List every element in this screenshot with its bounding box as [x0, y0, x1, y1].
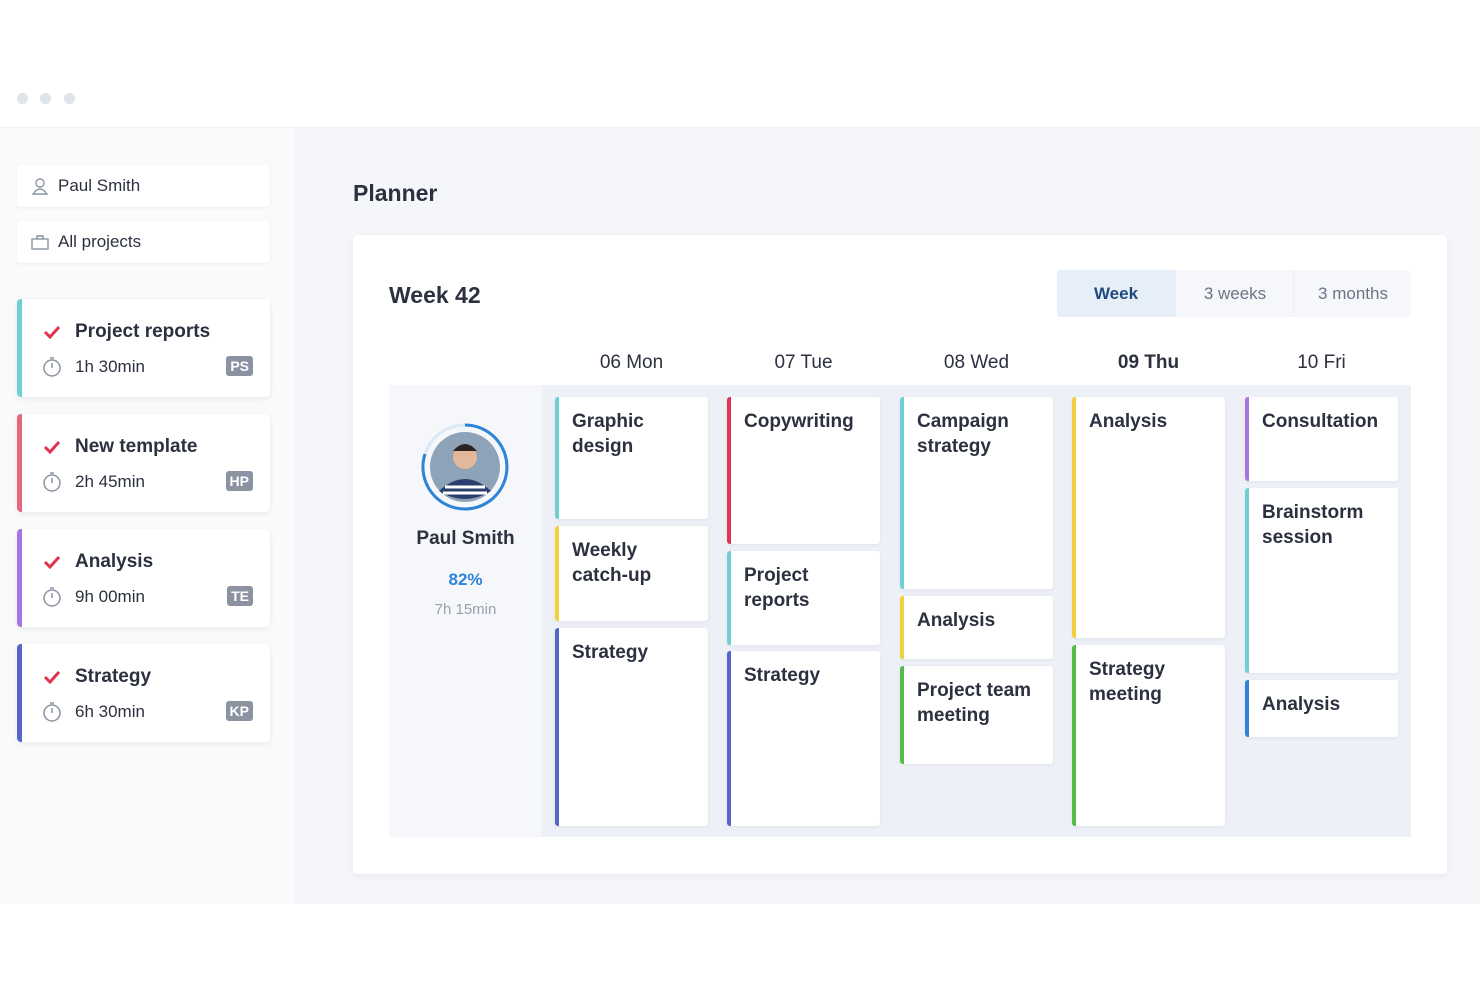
check-icon: [43, 325, 61, 344]
event-title: Project team meeting: [917, 680, 1032, 726]
task-title: Analysis: [75, 551, 154, 572]
task-badge: KP: [225, 701, 253, 721]
task-color-bar: [17, 529, 22, 627]
event-title: Consultation: [1262, 411, 1379, 432]
view-tab[interactable]: 3 months: [1293, 270, 1412, 317]
project-filter[interactable]: All projects: [17, 221, 270, 263]
timer-icon: [42, 357, 62, 382]
window-dot: [40, 93, 51, 104]
event-color-bar: [727, 551, 731, 645]
task-card[interactable]: Strategy 6h 30min KP: [17, 644, 270, 742]
event-card[interactable]: Project team meeting: [900, 666, 1053, 764]
event-title: Analysis: [1262, 694, 1341, 715]
task-title: Strategy: [75, 666, 152, 687]
filter-label: All projects: [58, 232, 142, 251]
event-title: Strategy: [572, 642, 649, 663]
event-color-bar: [1245, 680, 1249, 737]
week-title: Week 42: [389, 282, 481, 308]
event-card[interactable]: Consultation: [1245, 397, 1398, 481]
event-color-bar: [1072, 645, 1076, 826]
event-card[interactable]: Strategy: [555, 628, 708, 826]
check-icon: [43, 555, 61, 574]
task-time: 2h 45min: [75, 472, 145, 491]
check-icon: [43, 670, 61, 689]
event-color-bar: [1072, 397, 1076, 638]
day-header: 10 Fri: [1297, 352, 1346, 373]
task-title: New template: [75, 436, 198, 457]
event-title: Analysis: [917, 610, 996, 631]
event-title: Project reports: [744, 565, 810, 611]
timer-icon: [42, 472, 62, 497]
day-header: 06 Mon: [599, 352, 664, 373]
check-icon: [43, 440, 61, 459]
task-time: 9h 00min: [75, 587, 145, 606]
event-card[interactable]: Weekly catch-up: [555, 526, 708, 621]
task-card[interactable]: Project reports 1h 30min PS: [17, 299, 270, 397]
window-dot: [17, 93, 28, 104]
event-color-bar: [900, 397, 904, 589]
avatar: [421, 423, 509, 511]
filter-label: Paul Smith: [58, 176, 141, 195]
task-color-bar: [17, 644, 22, 742]
task-badge: HP: [225, 471, 253, 491]
event-card[interactable]: Analysis: [1072, 397, 1225, 638]
folder-icon: [31, 235, 49, 250]
event-color-bar: [555, 628, 559, 826]
timer-icon: [42, 587, 62, 612]
view-tab[interactable]: Week: [1057, 270, 1175, 317]
day-header: 09 Thu: [1117, 352, 1180, 373]
person-percent: 82%: [448, 570, 483, 589]
event-card[interactable]: Strategy meeting: [1072, 645, 1225, 826]
event-color-bar: [900, 666, 904, 764]
event-title: Brainstorm session: [1262, 502, 1364, 548]
event-title: Copywriting: [744, 411, 854, 432]
event-color-bar: [1245, 488, 1249, 673]
day-header: 07 Tue: [774, 352, 833, 373]
event-color-bar: [555, 397, 559, 519]
event-card[interactable]: Strategy: [727, 651, 880, 826]
event-card[interactable]: Project reports: [727, 551, 880, 645]
task-title: Project reports: [75, 321, 211, 342]
user-filter[interactable]: Paul Smith: [17, 165, 270, 207]
event-card[interactable]: Analysis: [1245, 680, 1398, 737]
task-color-bar: [17, 414, 22, 512]
event-card[interactable]: Copywriting: [727, 397, 880, 544]
event-title: Weekly catch-up: [572, 540, 652, 586]
day-header: 08 Wed: [943, 352, 1010, 373]
event-card[interactable]: Brainstorm session: [1245, 488, 1398, 673]
timer-icon: [42, 702, 62, 727]
user-icon: [32, 178, 48, 195]
event-color-bar: [900, 596, 904, 659]
event-card[interactable]: Campaign strategy: [900, 397, 1053, 589]
event-title: Analysis: [1089, 411, 1168, 432]
task-card[interactable]: New template 2h 45min HP: [17, 414, 270, 512]
event-card[interactable]: Graphic design: [555, 397, 708, 519]
task-color-bar: [17, 299, 22, 397]
event-title: Graphic design: [572, 411, 644, 457]
person-time: 7h 15min: [434, 601, 497, 618]
event-color-bar: [1245, 397, 1249, 481]
task-time: 1h 30min: [75, 357, 145, 376]
event-color-bar: [727, 651, 731, 826]
task-time: 6h 30min: [75, 702, 145, 721]
task-badge: TE: [227, 586, 253, 606]
event-color-bar: [727, 397, 731, 544]
event-title: Strategy: [744, 665, 821, 686]
page-title: Planner: [353, 180, 438, 206]
view-tab[interactable]: 3 weeks: [1175, 270, 1294, 317]
event-card[interactable]: Analysis: [900, 596, 1053, 659]
event-title: Strategy meeting: [1089, 659, 1166, 705]
window-dot: [64, 93, 75, 104]
event-color-bar: [555, 526, 559, 621]
person-name: Paul Smith: [416, 528, 515, 549]
event-title: Campaign strategy: [917, 411, 1009, 457]
task-badge: PS: [226, 356, 253, 376]
task-card[interactable]: Analysis 9h 00min TE: [17, 529, 270, 627]
